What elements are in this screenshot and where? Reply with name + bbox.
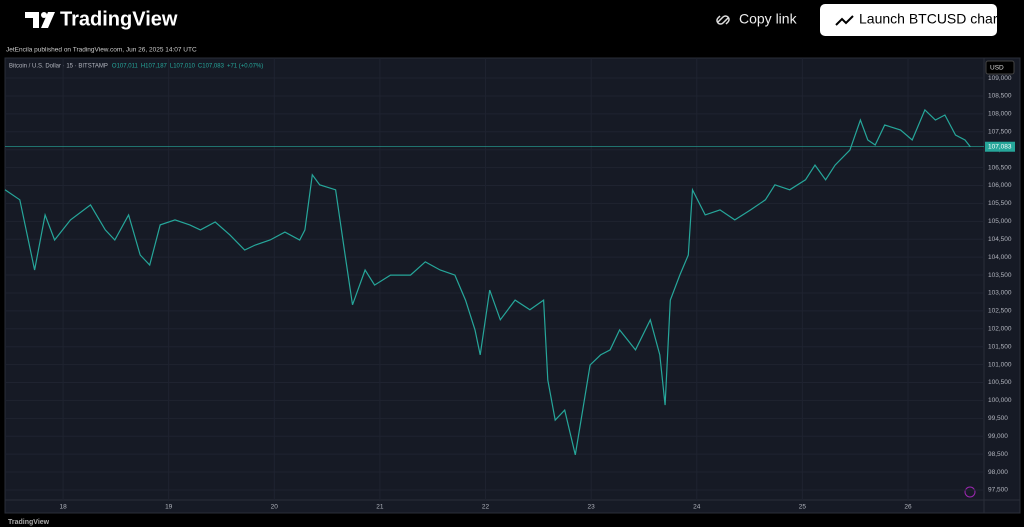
- x-tick-label: 21: [376, 504, 384, 511]
- y-tick-label: 104,500: [988, 236, 1012, 243]
- ohlc-value: H107,187: [141, 64, 168, 70]
- y-tick-label: 99,000: [988, 433, 1008, 440]
- y-tick-label: 108,500: [988, 93, 1012, 100]
- grid: [5, 58, 984, 500]
- y-tick-label: 105,000: [988, 218, 1012, 225]
- y-tick-label: 102,000: [988, 326, 1012, 333]
- chart-panel: [4, 57, 1021, 514]
- x-tick-label: 19: [165, 504, 173, 511]
- y-tick-label: 101,500: [988, 343, 1012, 350]
- symbol-legend: Bitcoin / U.S. Dollar · 15 · BITSTAMP O1…: [9, 64, 263, 70]
- x-tick-label: 24: [693, 504, 701, 511]
- launch-button[interactable]: Launch BTCUSD chart: [820, 4, 1002, 36]
- link-icon: [716, 15, 730, 25]
- copy-link[interactable]: Copy link: [716, 11, 798, 27]
- current-price-box: [985, 141, 1015, 152]
- logo-text: TradingView: [60, 8, 178, 30]
- y-tick-label: 106,000: [988, 182, 1012, 189]
- y-tick-label: 103,000: [988, 290, 1012, 297]
- logo-icon: [25, 12, 55, 28]
- logo-dot: [41, 12, 47, 18]
- event-icon[interactable]: [964, 486, 976, 498]
- x-tick-label: 26: [904, 504, 912, 511]
- price-line: [4, 108, 971, 456]
- footer-logo: TradingView: [8, 519, 50, 526]
- x-tick-label: 18: [59, 504, 67, 511]
- logo[interactable]: TradingView: [25, 8, 178, 30]
- currency-box[interactable]: [985, 60, 1015, 75]
- y-tick-label: 103,500: [988, 272, 1012, 279]
- ohlc-value: +71 (+0.07%): [227, 64, 263, 70]
- ohlc-value: O107,011: [112, 64, 139, 70]
- y-tick-label: 101,000: [988, 361, 1012, 368]
- y-tick-label: 106,500: [988, 164, 1012, 171]
- y-tick-label: 105,500: [988, 200, 1012, 207]
- y-tick-label: 98,000: [988, 469, 1008, 476]
- y-tick-label: 99,500: [988, 415, 1008, 422]
- symbol-title: Bitcoin / U.S. Dollar · 15 · BITSTAMP: [9, 64, 108, 70]
- button-text: Launch BTCUSD chart: [859, 11, 1002, 27]
- ohlc-value: L107,010: [170, 64, 196, 70]
- x-tick-label: 22: [482, 504, 490, 511]
- y-tick-label: 107,500: [988, 129, 1012, 136]
- x-tick-label: 20: [271, 504, 279, 511]
- y-tick-label: 104,000: [988, 254, 1012, 261]
- x-tick-label: 25: [799, 504, 807, 511]
- currency: USD: [990, 65, 1004, 72]
- y-tick-label: 108,000: [988, 111, 1012, 118]
- copy-link-text: Copy link: [739, 11, 798, 27]
- y-tick-label: 109,000: [988, 75, 1012, 82]
- chart-icon: [835, 15, 854, 26]
- current-price-label: 107,083: [988, 143, 1012, 150]
- y-tick-label: 100,000: [988, 397, 1012, 404]
- ohlc-value: C107,083: [198, 64, 225, 70]
- button-bg: [820, 4, 997, 36]
- y-tick-label: 102,500: [988, 308, 1012, 315]
- published-line: JetEncila published on TradingView.com, …: [6, 47, 197, 54]
- y-tick-label: 98,500: [988, 451, 1008, 458]
- y-tick-label: 97,500: [988, 487, 1008, 494]
- x-tick-label: 23: [588, 504, 596, 511]
- y-tick-label: 100,500: [988, 379, 1012, 386]
